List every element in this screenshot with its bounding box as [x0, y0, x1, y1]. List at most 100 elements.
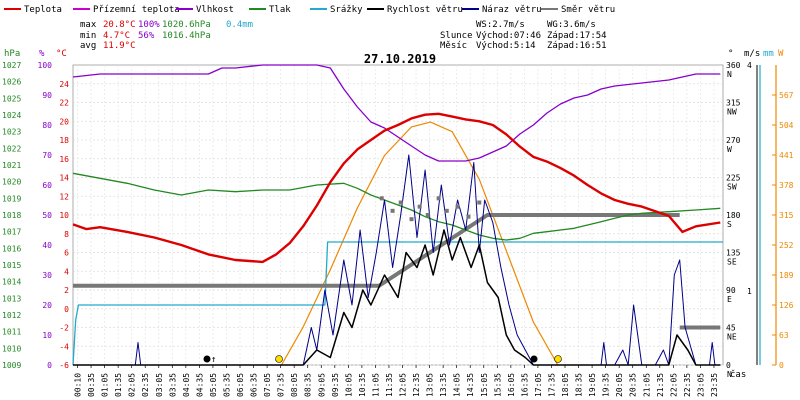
wind-dir-point: [477, 200, 482, 205]
legend-label: Náraz větru: [482, 5, 542, 15]
stats-avg-temp: 11.9°C: [103, 41, 136, 51]
solar-tick-label: 567: [779, 91, 794, 100]
temperature-tick-label: 18: [59, 136, 69, 145]
solar-tick-label: 378: [779, 181, 794, 190]
wind-dir-compass-label: NW: [727, 108, 737, 117]
pressure-tick-label: 1015: [2, 261, 21, 270]
series-line-tlak: [72, 172, 721, 241]
solar-tick-label: 441: [779, 151, 794, 160]
sun-set: Západ:17:54: [547, 31, 607, 41]
x-tick-label: 01:35: [114, 373, 123, 397]
temperature-tick-label: 0: [64, 305, 69, 314]
pressure-tick-label: 1023: [2, 128, 21, 137]
stats-min-press: 1016.4hPa: [162, 31, 211, 41]
pressure-tick-label: 1012: [2, 311, 21, 320]
wind-gust-avg: WG:3.6m/s: [547, 20, 596, 30]
temperature-tick-label: 24: [59, 80, 69, 89]
x-tick-label: 17:35: [547, 373, 556, 397]
x-tick-label: 22:05: [669, 373, 678, 397]
x-tick-label: 02:05: [128, 373, 137, 397]
x-tick-label: 14:05: [453, 373, 462, 397]
x-tick-label: 10:05: [344, 373, 353, 397]
wind-speed-avg: WS:2.7m/s: [476, 20, 525, 30]
x-tick-label: 20:35: [629, 373, 638, 397]
wind-speed-tick-label: 4: [747, 61, 752, 70]
x-tick-label: 00:10: [74, 373, 83, 397]
temperature-tick-label: 10: [59, 211, 69, 220]
legend: Teplota Přízemní teplota Vlhkost Tlak Srážky…: [4, 5, 615, 15]
solar-tick-label: 63: [779, 331, 789, 340]
wind-dir-compass-label: N: [727, 370, 732, 379]
wind-dir-point: [390, 208, 395, 213]
stats-avg-label: avg: [80, 41, 96, 51]
legend-label: Směr větru: [561, 5, 615, 15]
wind-dir-compass-label: SW: [727, 183, 737, 192]
series-line-vlhkost: [72, 64, 721, 162]
x-tick-label: 08:05: [290, 373, 299, 397]
series-line-teplota: [72, 112, 721, 264]
x-tick-label: 15:05: [480, 373, 489, 397]
x-tick-label: 03:35: [168, 373, 177, 397]
wind-dir-tick-label: 90: [726, 286, 736, 295]
wind-dir-compass-label: N: [727, 70, 732, 79]
x-tick-label: 04:05: [182, 373, 191, 397]
stats-block: max 20.8°C 100% 1020.6hPa 0.4mm min 4.7°…: [80, 20, 253, 51]
unit-w: W: [778, 49, 784, 59]
x-tick-label: 08:35: [304, 373, 313, 397]
wind-dir-tick-label: 360: [726, 61, 741, 70]
x-tick-label: 01:05: [101, 373, 110, 397]
solar-tick-label: 504: [779, 121, 794, 130]
pressure-tick-label: 1014: [2, 278, 21, 287]
wind-dir-point: [425, 213, 430, 217]
temperature-tick-label: 2: [64, 286, 69, 295]
wind-dir-point: [398, 200, 403, 205]
x-tick-label: 15:35: [493, 373, 502, 397]
solar-tick-label: 0: [779, 361, 784, 370]
stats-max-label: max: [80, 20, 97, 30]
x-tick-label: 17:05: [534, 373, 543, 397]
wind-dir-compass-label: W: [727, 145, 732, 154]
wind-dir-tick-label: 135: [726, 249, 741, 258]
temperature-tick-label: -2: [59, 324, 69, 333]
chart-title: 27.10.2019: [364, 52, 436, 66]
temperature-tick-label: 14: [59, 174, 69, 183]
sun-moon-info: WS:2.7m/s WG:3.6m/s Slunce Východ:07:46 …: [440, 20, 607, 51]
x-tick-label: 21:05: [642, 373, 651, 397]
series-line-n-raz-v-tru: [73, 154, 721, 366]
wind-dir-point: [466, 214, 471, 219]
pressure-tick-label: 1019: [2, 194, 21, 203]
wind-dir-tick-label: 270: [726, 136, 741, 145]
wind-dir-compass-label: E: [727, 295, 732, 304]
wind-dir-point: [436, 196, 441, 201]
wind-dir-tick-label: 315: [726, 99, 741, 108]
wind-dir-point: [455, 204, 460, 209]
temperature-tick-label: 22: [59, 99, 69, 108]
x-tick-label: 14:35: [466, 373, 475, 397]
x-tick-label: 13:05: [426, 373, 435, 397]
moon-label: Měsíc: [440, 41, 467, 51]
x-tick-label: 06:35: [250, 373, 259, 397]
temperature-tick-label: 20: [59, 117, 69, 126]
left-axes: 1009101010111012101310141015101610171018…: [2, 61, 69, 370]
wind-dir-compass-label: S: [727, 220, 732, 229]
stats-max-hum: 100%: [138, 20, 160, 30]
axis-units: hPa % °C ° m/s mm W čas: [4, 49, 784, 380]
wind-dir-tick-label: 180: [726, 211, 741, 220]
wind-dir-compass-label: SE: [727, 258, 737, 267]
x-tick-label: 23:05: [696, 373, 705, 397]
x-tick-label: 23:35: [710, 373, 719, 397]
stats-max-press: 1020.6hPa: [162, 20, 211, 30]
legend-label: Srážky: [330, 5, 363, 15]
x-tick-label: 19:35: [602, 373, 611, 397]
solar-tick-label: 315: [779, 211, 794, 220]
temperature-tick-label: 12: [59, 192, 69, 201]
moon-rise: Východ:5:14: [476, 41, 536, 51]
unit-time: čas: [730, 369, 746, 380]
x-tick-label: 11:05: [371, 373, 380, 397]
humidity-tick-label: 20: [42, 301, 52, 310]
pressure-tick-label: 1009: [2, 361, 21, 370]
humidity-tick-label: 40: [42, 241, 52, 250]
stats-min-hum: 56%: [138, 31, 155, 41]
wind-dir-point: [444, 208, 449, 213]
